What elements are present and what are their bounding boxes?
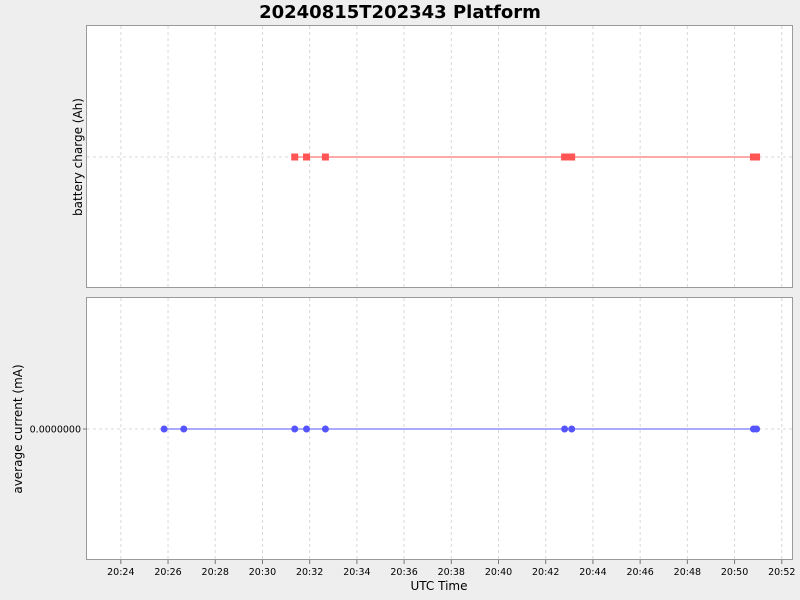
x-tick-label: 20:30 — [249, 567, 276, 578]
battery-charge-point — [753, 153, 761, 161]
average-current-point — [160, 425, 168, 433]
battery-charge-point — [568, 153, 576, 161]
average-current-series — [160, 425, 761, 433]
x-axis-ticks: 20:24 20:26 20:28 20:30 20:32 20:34 20:36 20:38… — [107, 560, 795, 578]
x-tick-label: 20:36 — [390, 567, 417, 578]
battery-charge-series — [291, 153, 761, 161]
x-tick-label: 20:32 — [296, 567, 323, 578]
battery-charge-point — [561, 153, 569, 161]
average-current-point — [321, 425, 329, 433]
average-current-grid — [87, 298, 792, 559]
battery-charge-grid — [87, 26, 792, 287]
x-tick-label: 20:24 — [107, 567, 134, 578]
x-tick-label: 20:46 — [626, 567, 653, 578]
average-current-point — [291, 425, 299, 433]
x-tick-label: 20:34 — [343, 567, 370, 578]
average-current-point — [753, 425, 761, 433]
average-current-point — [303, 425, 311, 433]
x-tick-label: 20:50 — [721, 567, 748, 578]
average-current-point — [568, 425, 576, 433]
x-tick-label: 20:38 — [438, 567, 465, 578]
battery-charge-point — [291, 153, 299, 161]
x-tick-label: 20:42 — [532, 567, 559, 578]
average-current-axis-label: average current (mA) — [11, 364, 25, 493]
chart-title: 20240815T202343 Platform — [259, 2, 541, 23]
battery-charge-axis-label: battery charge (Ah) — [71, 98, 85, 216]
average-current-point — [180, 425, 188, 433]
x-tick-label: 20:40 — [485, 567, 512, 578]
average-current-point — [561, 425, 569, 433]
x-tick-label: 20:26 — [154, 567, 181, 578]
battery-charge-point — [303, 153, 311, 161]
average-current-y-ticks: 0.0000000 — [30, 425, 87, 436]
battery-charge-panel: battery charge (Ah) — [71, 25, 793, 288]
x-tick-label: 20:28 — [202, 567, 229, 578]
x-tick-label: 20:44 — [579, 567, 606, 578]
y-tick-label: 0.0000000 — [30, 425, 81, 436]
x-tick-label: 20:52 — [768, 567, 795, 578]
average-current-panel: 0.0000000 average current (mA) — [11, 297, 793, 560]
x-tick-label: 20:48 — [674, 567, 701, 578]
battery-charge-point — [321, 153, 329, 161]
x-axis-label: UTC Time — [411, 579, 468, 593]
